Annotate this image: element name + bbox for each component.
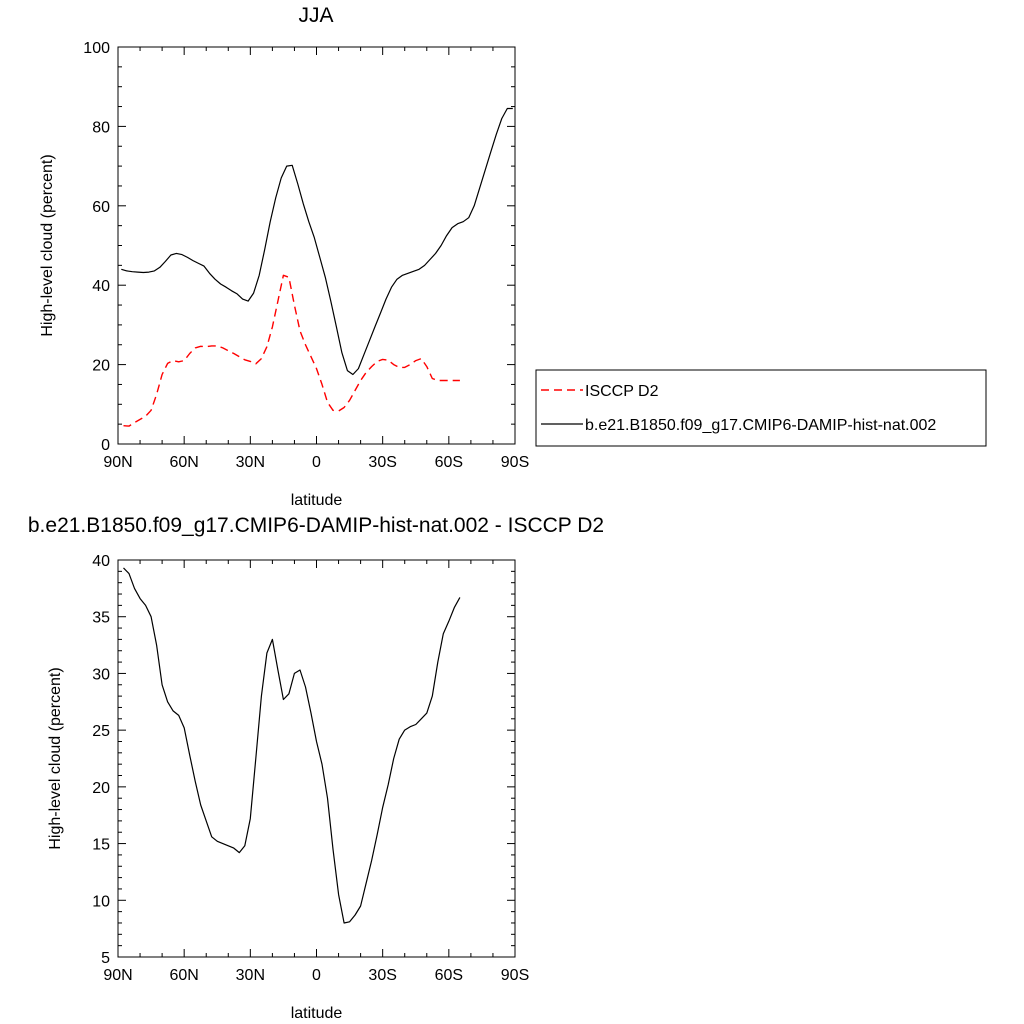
bottom-panel: b.e21.B1850.f09_g17.CMIP6-DAMIP-hist-nat… bbox=[28, 514, 604, 1022]
x-tick-label: 90N bbox=[103, 454, 132, 471]
y-tick-label: 15 bbox=[92, 837, 110, 854]
top-axis-ticks: 90N 60N 30N 0 30S 60S 90S 0 20 40 60 80 100 bbox=[83, 40, 529, 471]
x-tick-label: 90S bbox=[501, 967, 529, 984]
x-tick-label: 30N bbox=[236, 454, 265, 471]
y-tick-label: 20 bbox=[92, 358, 110, 375]
top-panel: JJA 90N 60N 30N 0 30S 60S 90S 0 20 40 60 80 100 lati… bbox=[39, 4, 529, 509]
y-tick-label: 0 bbox=[101, 437, 110, 454]
series-line-0 bbox=[123, 274, 460, 427]
top-x-axis-label: latitude bbox=[291, 492, 343, 509]
y-tick-label: 25 bbox=[92, 723, 110, 740]
legend-box bbox=[535, 369, 987, 447]
bottom-y-axis-label: High-level cloud (percent) bbox=[47, 667, 64, 849]
x-tick-label: 0 bbox=[312, 967, 321, 984]
x-tick-label: 30N bbox=[236, 967, 265, 984]
bottom-series-lines bbox=[123, 567, 461, 924]
y-tick-label: 80 bbox=[92, 119, 110, 136]
legend: ISCCP D2 b.e21.B1850.f09_g17.CMIP6-DAMIP… bbox=[535, 369, 987, 447]
bottom-plot-frame bbox=[117, 559, 516, 958]
x-tick-label: 60N bbox=[169, 967, 198, 984]
x-tick-label: 30S bbox=[368, 454, 396, 471]
series-line-1 bbox=[121, 107, 513, 376]
legend-label-model: b.e21.B1850.f09_g17.CMIP6-DAMIP-hist-nat… bbox=[585, 417, 936, 434]
y-tick-label: 60 bbox=[92, 199, 110, 216]
bottom-x-axis-label: latitude bbox=[291, 1005, 343, 1022]
y-tick-label: 30 bbox=[92, 666, 110, 683]
x-tick-label: 90S bbox=[501, 454, 529, 471]
y-tick-label: 5 bbox=[101, 950, 110, 967]
y-tick-label: 20 bbox=[92, 780, 110, 797]
y-tick-label: 40 bbox=[92, 278, 110, 295]
x-tick-label: 30S bbox=[368, 967, 396, 984]
x-tick-label: 90N bbox=[103, 967, 132, 984]
x-tick-label: 60S bbox=[435, 967, 463, 984]
bottom-chart-title: b.e21.B1850.f09_g17.CMIP6-DAMIP-hist-nat… bbox=[28, 514, 604, 537]
top-y-axis-label: High-level cloud (percent) bbox=[39, 154, 56, 336]
x-tick-label: 60N bbox=[169, 454, 198, 471]
bottom-axis-ticks: 90N 60N 30N 0 30S 60S 90S 5 10 15 20 25 30 35 40 bbox=[92, 553, 529, 984]
x-tick-label: 0 bbox=[312, 454, 321, 471]
top-series-lines bbox=[121, 107, 513, 427]
series-line-0 bbox=[123, 567, 461, 924]
top-chart-title: JJA bbox=[298, 4, 333, 27]
y-tick-label: 100 bbox=[83, 40, 110, 57]
y-tick-label: 35 bbox=[92, 610, 110, 627]
y-tick-label: 10 bbox=[92, 893, 110, 910]
legend-label-isccp: ISCCP D2 bbox=[585, 383, 659, 400]
y-tick-label: 40 bbox=[92, 553, 110, 570]
x-tick-label: 60S bbox=[435, 454, 463, 471]
